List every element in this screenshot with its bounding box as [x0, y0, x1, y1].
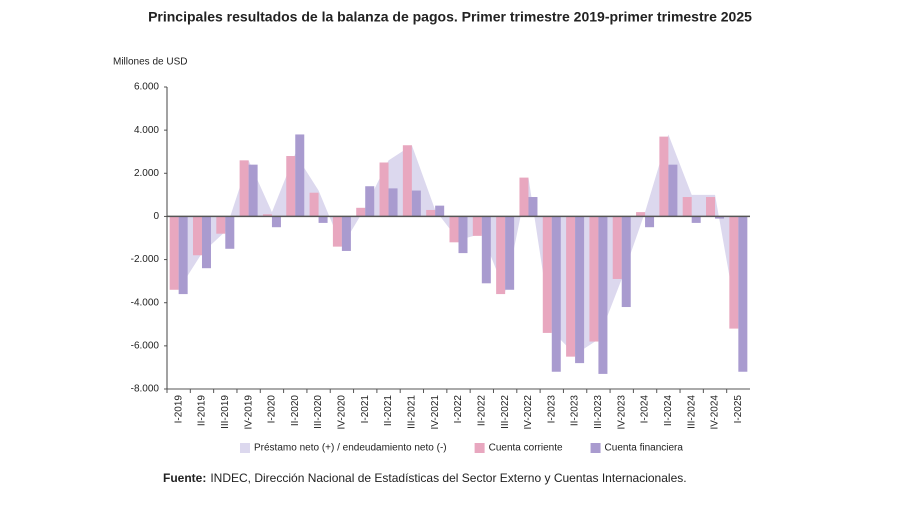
bar: [682, 197, 692, 217]
bar: [271, 216, 281, 228]
bar: [706, 197, 716, 217]
x-tick-label: II-2022: [476, 395, 487, 427]
x-tick-label: I-2021: [360, 395, 371, 424]
bar: [295, 134, 305, 217]
bar: [365, 186, 375, 217]
source-label: Fuente:: [163, 471, 206, 485]
bar: [435, 205, 445, 217]
bar: [318, 216, 328, 223]
bar: [738, 216, 748, 372]
x-tick-label: II-2024: [663, 395, 674, 427]
x-tick-label: II-2019: [197, 395, 208, 427]
chart-title: Principales resultados de la balanza de …: [148, 9, 752, 25]
bar: [542, 216, 552, 333]
x-tick-label: III-2021: [407, 395, 418, 429]
bar: [192, 216, 202, 256]
legend-swatch: [590, 443, 601, 453]
bar: [379, 162, 389, 217]
bar: [621, 216, 631, 308]
x-tick-label: III-2020: [313, 395, 324, 429]
x-tick-label: I-2024: [640, 395, 651, 424]
bar: [201, 216, 211, 269]
bar: [309, 192, 319, 217]
x-tick-label: I-2023: [546, 395, 557, 424]
bar: [566, 216, 576, 357]
x-tick-label: III-2022: [500, 395, 511, 429]
bar: [262, 214, 272, 217]
bar: [169, 216, 179, 290]
bar: [481, 216, 491, 284]
bar: [528, 197, 538, 217]
bar: [458, 216, 468, 254]
x-tick-label: II-2023: [570, 395, 581, 427]
y-tick-label: -8.000: [131, 384, 160, 395]
bar: [691, 216, 701, 223]
bar: [472, 216, 482, 236]
legend-swatch: [240, 443, 250, 453]
bar-layer: [169, 134, 748, 374]
bar: [239, 160, 249, 217]
bar: [426, 209, 436, 217]
legend-label: Cuenta financiera: [605, 443, 684, 454]
x-tick-label: IV-2019: [243, 395, 254, 430]
x-tick-label: II-2020: [290, 395, 301, 427]
bar: [636, 212, 646, 217]
x-tick-label: I-2020: [267, 395, 278, 424]
x-tick-label: III-2024: [686, 395, 697, 429]
bar: [341, 216, 351, 251]
bar: [659, 136, 669, 217]
bar: [598, 216, 608, 374]
bar: [729, 216, 739, 329]
bar: [216, 216, 226, 234]
x-tick-label: IV-2021: [430, 395, 441, 430]
x-tick-label: I-2022: [453, 395, 464, 424]
y-tick-label: -2.000: [131, 254, 160, 265]
x-tick-label: I-2025: [733, 395, 744, 424]
x-tick-label: IV-2024: [710, 395, 721, 430]
bar: [332, 216, 342, 247]
source: Fuente: INDEC, Dirección Nacional de Esta…: [163, 471, 687, 485]
y-tick-label: -6.000: [131, 340, 160, 351]
x-tick-label: IV-2020: [337, 395, 348, 430]
bar: [612, 216, 622, 279]
legend-label: Préstamo neto (+) / endeudamiento neto (…: [254, 443, 447, 454]
bar: [402, 145, 412, 217]
x-tick-label: III-2019: [220, 395, 231, 429]
bar: [551, 216, 561, 372]
bar: [225, 216, 235, 249]
bar: [178, 216, 188, 295]
x-tick-label: II-2021: [383, 395, 394, 427]
legend-swatch: [474, 443, 485, 453]
y-axis-label: Millones de USD: [113, 57, 187, 68]
bar: [715, 216, 725, 219]
bar: [505, 216, 515, 290]
y-tick-label: 2.000: [134, 168, 159, 179]
x-tick-label: IV-2023: [616, 395, 627, 430]
bar: [496, 216, 506, 295]
bar: [388, 188, 398, 217]
bar: [645, 216, 655, 228]
bar: [248, 164, 258, 217]
source-text: INDEC, Dirección Nacional de Estadística…: [210, 471, 686, 485]
bar: [575, 216, 585, 364]
x-tick-label: III-2023: [593, 395, 604, 429]
y-tick-label: 4.000: [134, 125, 159, 136]
bar: [668, 164, 678, 217]
bar: [589, 216, 599, 342]
bar: [449, 216, 459, 243]
legend-label: Cuenta corriente: [489, 443, 563, 454]
y-tick-label: -4.000: [131, 297, 160, 308]
bar: [411, 190, 421, 217]
y-tick-label: 0: [153, 211, 159, 222]
y-tick-label: 6.000: [134, 82, 159, 93]
x-tick-label: I-2019: [173, 395, 184, 424]
x-tick-label: IV-2022: [523, 395, 534, 430]
bar: [356, 207, 366, 217]
bar: [519, 177, 529, 217]
bar: [286, 156, 296, 217]
